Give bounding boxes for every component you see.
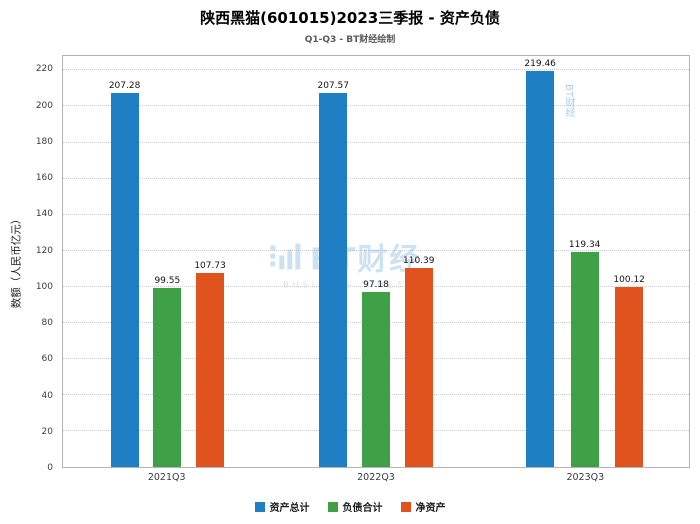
- bar-cell: 110.39: [403, 56, 435, 467]
- y-tick-label: 160: [35, 173, 53, 184]
- bar-group: 207.28 99.55 107.73: [63, 56, 272, 467]
- bar-value-label: 99.55: [154, 275, 181, 286]
- gridline: [63, 69, 689, 71]
- legend-swatch: [400, 501, 411, 512]
- y-tick-label: 200: [35, 100, 53, 111]
- bar-cell: 100.12: [613, 56, 645, 467]
- plot-area: BT财经 BUSINESS TIMES BT财经 207.2899.55107.…: [62, 55, 690, 468]
- y-tick-label: 0: [47, 463, 53, 473]
- bar: [153, 287, 182, 467]
- bar-value-label: 97.18: [363, 279, 389, 290]
- legend: 资产总计 负债合计 净资产: [0, 499, 700, 514]
- bar-value-label: 219.46: [524, 59, 556, 70]
- legend-item: 净资产: [400, 499, 446, 514]
- x-axis-labels: 2021Q3 2022Q3 2023Q3: [62, 472, 690, 483]
- y-tick-label: 180: [35, 136, 53, 147]
- y-tick-label: 60: [41, 354, 53, 365]
- bar: [570, 251, 599, 467]
- legend-label: 资产总计: [269, 503, 310, 514]
- bar: [319, 92, 348, 467]
- bar-value-label: 207.28: [108, 81, 141, 92]
- x-tick-label: 2022Q3: [357, 472, 395, 483]
- bar: [196, 272, 225, 467]
- gridline: [63, 213, 689, 215]
- y-tick-label: 20: [41, 426, 53, 437]
- bar-cell: 107.73: [194, 56, 226, 467]
- bar-value-label: 100.12: [613, 274, 645, 285]
- y-tick-label: 120: [35, 245, 53, 256]
- chart-title: 陕西黑猫(601015)2023三季报 - 资产负债: [200, 9, 500, 27]
- legend-label: 负债合计: [342, 503, 383, 514]
- bar-group: 207.57 97.18 110.39: [272, 56, 481, 467]
- bar-group: 219.46 119.34 100.12: [480, 56, 689, 467]
- bar: [615, 286, 644, 467]
- y-tick-label: 40: [41, 390, 53, 401]
- y-tick-label: 80: [41, 318, 53, 329]
- bar-value-label: 207.57: [317, 80, 350, 91]
- gridline: [63, 105, 689, 107]
- legend-swatch: [327, 501, 338, 512]
- bar-cell: 207.57: [317, 56, 350, 467]
- y-axis-ticks: 0 20 40 60 80 100 120 140 160 180 200 220: [26, 55, 58, 473]
- chart-subtitle: Q1-Q3 - BT财经绘制: [304, 35, 396, 45]
- legend-swatch: [254, 501, 265, 512]
- legend-item: 负债合计: [327, 499, 383, 514]
- bar-cell: 99.55: [153, 56, 182, 467]
- bar: [404, 268, 433, 467]
- bar-groups: 207.28 99.55 107.73 207.57 97.18 110.39 219.46…: [63, 56, 689, 467]
- bar-value-label: 119.34: [568, 239, 601, 250]
- bar: [362, 291, 390, 467]
- y-tick-label: 140: [35, 209, 53, 220]
- bar-cell: 219.46: [524, 56, 556, 467]
- y-tick-label: 100: [35, 281, 53, 292]
- bar-cell: 207.28: [108, 56, 141, 467]
- y-axis-title: 数额（人民币亿元）: [10, 213, 23, 309]
- gridline: [63, 249, 689, 251]
- bar-cell: 119.34: [568, 56, 601, 467]
- x-tick-label: 2021Q3: [147, 472, 186, 483]
- x-tick-label: 2023Q3: [566, 472, 605, 483]
- legend-label: 净资产: [415, 503, 446, 514]
- gridline: [63, 141, 689, 143]
- gridline: [63, 177, 689, 179]
- bar: [526, 71, 555, 467]
- bar: [110, 93, 139, 467]
- legend-item: 资产总计: [254, 499, 310, 514]
- bar-value-label: 110.39: [403, 256, 435, 267]
- y-tick-label: 220: [35, 64, 53, 75]
- bar-value-label: 107.73: [194, 260, 226, 271]
- gridline: [63, 285, 689, 287]
- bar-cell: 97.18: [362, 56, 390, 467]
